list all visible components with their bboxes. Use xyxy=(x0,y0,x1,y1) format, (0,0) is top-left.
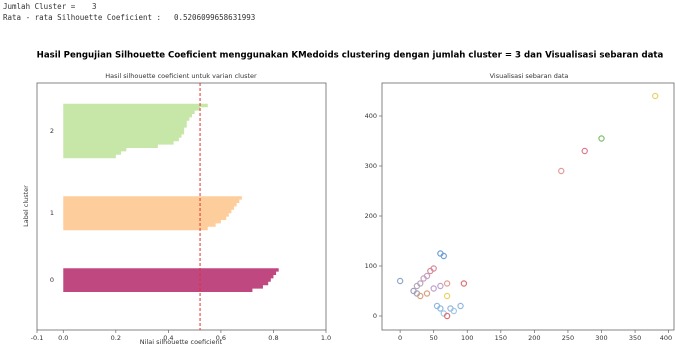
cluster-label: 0 xyxy=(50,276,54,284)
x-tick-label: 250 xyxy=(562,334,574,342)
silhouette-area xyxy=(63,268,279,292)
y-tick-label: 100 xyxy=(365,262,377,270)
x-tick-label: 0 xyxy=(398,334,402,342)
x-tick-label: 350 xyxy=(629,334,641,342)
point xyxy=(443,280,451,287)
point xyxy=(437,305,444,312)
point xyxy=(652,92,659,100)
point xyxy=(420,275,427,282)
cluster-label: 2 xyxy=(50,127,54,135)
point xyxy=(598,135,605,142)
y-tick-label: 0 xyxy=(373,312,377,320)
point xyxy=(443,292,451,300)
cluster-label: Jumlah Cluster = xyxy=(3,2,76,11)
silhouette-area xyxy=(63,196,242,231)
y-axis-label: Label cluster xyxy=(22,185,30,227)
avg-value: 0.5206099658631993 xyxy=(174,13,255,22)
point xyxy=(581,147,588,155)
y-tick-label: 200 xyxy=(365,212,377,220)
cluster-count: 3 xyxy=(92,2,97,11)
x-tick-label: 300 xyxy=(595,334,607,342)
x-tick-label: 400 xyxy=(660,334,672,342)
x-tick-label: 0.2 xyxy=(111,334,121,342)
avg-label: Rata - rata Silhouette Coeficient : xyxy=(3,13,161,22)
point xyxy=(430,265,437,272)
point xyxy=(396,277,404,285)
right-axes xyxy=(381,82,675,331)
point xyxy=(460,280,468,287)
point xyxy=(417,292,424,300)
y-tick-label: 300 xyxy=(365,162,377,170)
point xyxy=(450,307,458,315)
left-axes xyxy=(36,82,327,331)
point xyxy=(443,312,451,320)
point xyxy=(457,302,464,310)
point xyxy=(440,252,447,260)
x-tick-label: -0.1 xyxy=(31,334,44,342)
x-tick-label: 0.4 xyxy=(163,334,173,342)
x-tick-label: 0.0 xyxy=(58,334,68,342)
point xyxy=(430,285,437,292)
cluster-label: 1 xyxy=(50,209,54,217)
point xyxy=(423,290,431,297)
point xyxy=(437,282,444,290)
x-tick-label: 100 xyxy=(461,334,473,342)
x-axis-label: Nilai silhouette coeficient xyxy=(140,338,223,346)
x-tick-label: 50 xyxy=(430,334,438,342)
y-tick-label: 400 xyxy=(365,112,377,120)
x-tick-label: 1.0 xyxy=(321,334,331,342)
x-tick-label: 0.6 xyxy=(216,334,226,342)
suptitle: Hasil Pengujian Silhouette Coeficient me… xyxy=(37,51,664,61)
left-title: Hasil silhouette coeficient untuk varian… xyxy=(105,72,257,80)
silhouette-area xyxy=(63,103,208,159)
x-tick-label: 200 xyxy=(528,334,540,342)
x-tick-label: 150 xyxy=(495,334,507,342)
point xyxy=(558,167,565,175)
point xyxy=(413,282,421,290)
x-tick-label: 0.8 xyxy=(268,334,278,342)
right-title: Visualisasi sebaran data xyxy=(490,72,569,80)
